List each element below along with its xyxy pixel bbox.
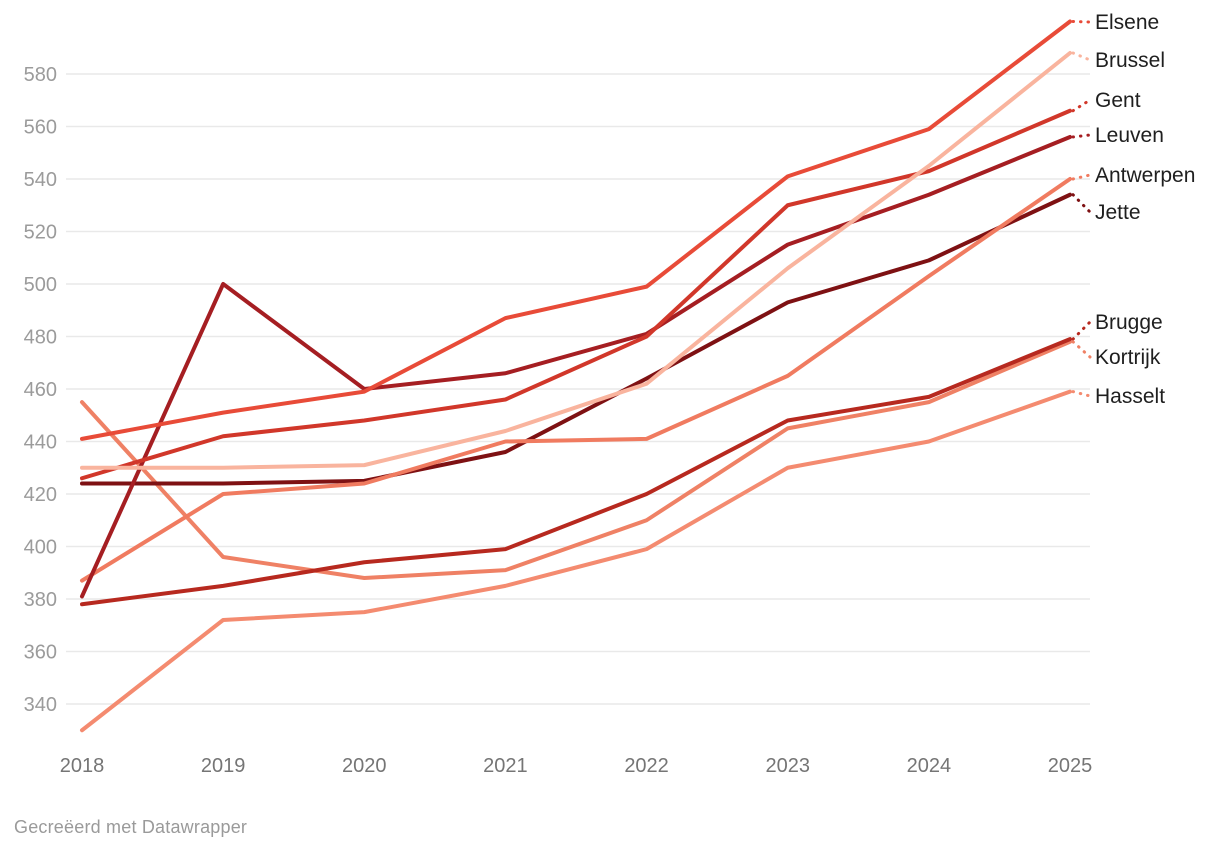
series-label-kortrijk[interactable]: Kortrijk <box>1095 346 1161 369</box>
series-line-kortrijk[interactable] <box>80 339 1072 580</box>
x-tick-label-2021: 2021 <box>483 755 528 777</box>
series-line-antwerpen[interactable] <box>80 177 1072 583</box>
y-tick-label-520: 520 <box>24 222 57 244</box>
x-tick-label-2025: 2025 <box>1048 755 1093 777</box>
series-line-brussel[interactable] <box>80 51 1072 470</box>
y-tick-label-340: 340 <box>24 694 57 716</box>
series-label-gent[interactable]: Gent <box>1095 89 1141 112</box>
leader-line-hasselt <box>1071 390 1092 398</box>
y-tick-label-460: 460 <box>24 379 57 401</box>
y-tick-label-560: 560 <box>24 117 57 139</box>
series-line-leuven[interactable] <box>80 135 1072 599</box>
x-tick-label-2019: 2019 <box>201 755 246 777</box>
series-label-antwerpen[interactable]: Antwerpen <box>1095 164 1195 187</box>
series-line-gent[interactable] <box>80 108 1072 481</box>
leader-line-antwerpen <box>1071 173 1092 181</box>
y-tick-label-440: 440 <box>24 432 57 454</box>
series-label-brussel[interactable]: Brussel <box>1095 49 1165 72</box>
y-tick-label-500: 500 <box>24 274 57 296</box>
series-line-brugge[interactable] <box>80 337 1072 607</box>
series-label-hasselt[interactable]: Hasselt <box>1095 385 1165 408</box>
leader-line-gent <box>1071 98 1092 113</box>
x-tick-label-2024: 2024 <box>907 755 952 777</box>
y-tick-label-480: 480 <box>24 327 57 349</box>
y-tick-label-360: 360 <box>24 642 57 664</box>
x-tick-label-2023: 2023 <box>765 755 810 777</box>
leader-line-jette <box>1071 193 1092 214</box>
series-label-leuven[interactable]: Leuven <box>1095 124 1164 147</box>
x-tick-label-2020: 2020 <box>342 755 387 777</box>
y-tick-label-540: 540 <box>24 169 57 191</box>
series-label-brugge[interactable]: Brugge <box>1095 311 1163 334</box>
x-tick-label-2018: 2018 <box>60 755 105 777</box>
leader-line-elsene <box>1071 20 1092 24</box>
x-tick-label-2022: 2022 <box>624 755 669 777</box>
y-tick-label-400: 400 <box>24 537 57 559</box>
y-tick-label-380: 380 <box>24 589 57 611</box>
datawrapper-credit: Gecreëerd met Datawrapper <box>14 817 248 837</box>
series-label-elsene[interactable]: Elsene <box>1095 11 1159 34</box>
y-tick-label-420: 420 <box>24 484 57 506</box>
leader-line-brussel <box>1071 51 1092 62</box>
series-line-elsene[interactable] <box>80 19 1072 441</box>
y-tick-label-580: 580 <box>24 64 57 86</box>
series-line-jette[interactable] <box>80 192 1072 486</box>
series-label-jette[interactable]: Jette <box>1095 201 1141 224</box>
leader-line-kortrijk <box>1071 340 1092 359</box>
series-line-hasselt[interactable] <box>80 389 1072 733</box>
leader-line-leuven <box>1071 133 1092 139</box>
